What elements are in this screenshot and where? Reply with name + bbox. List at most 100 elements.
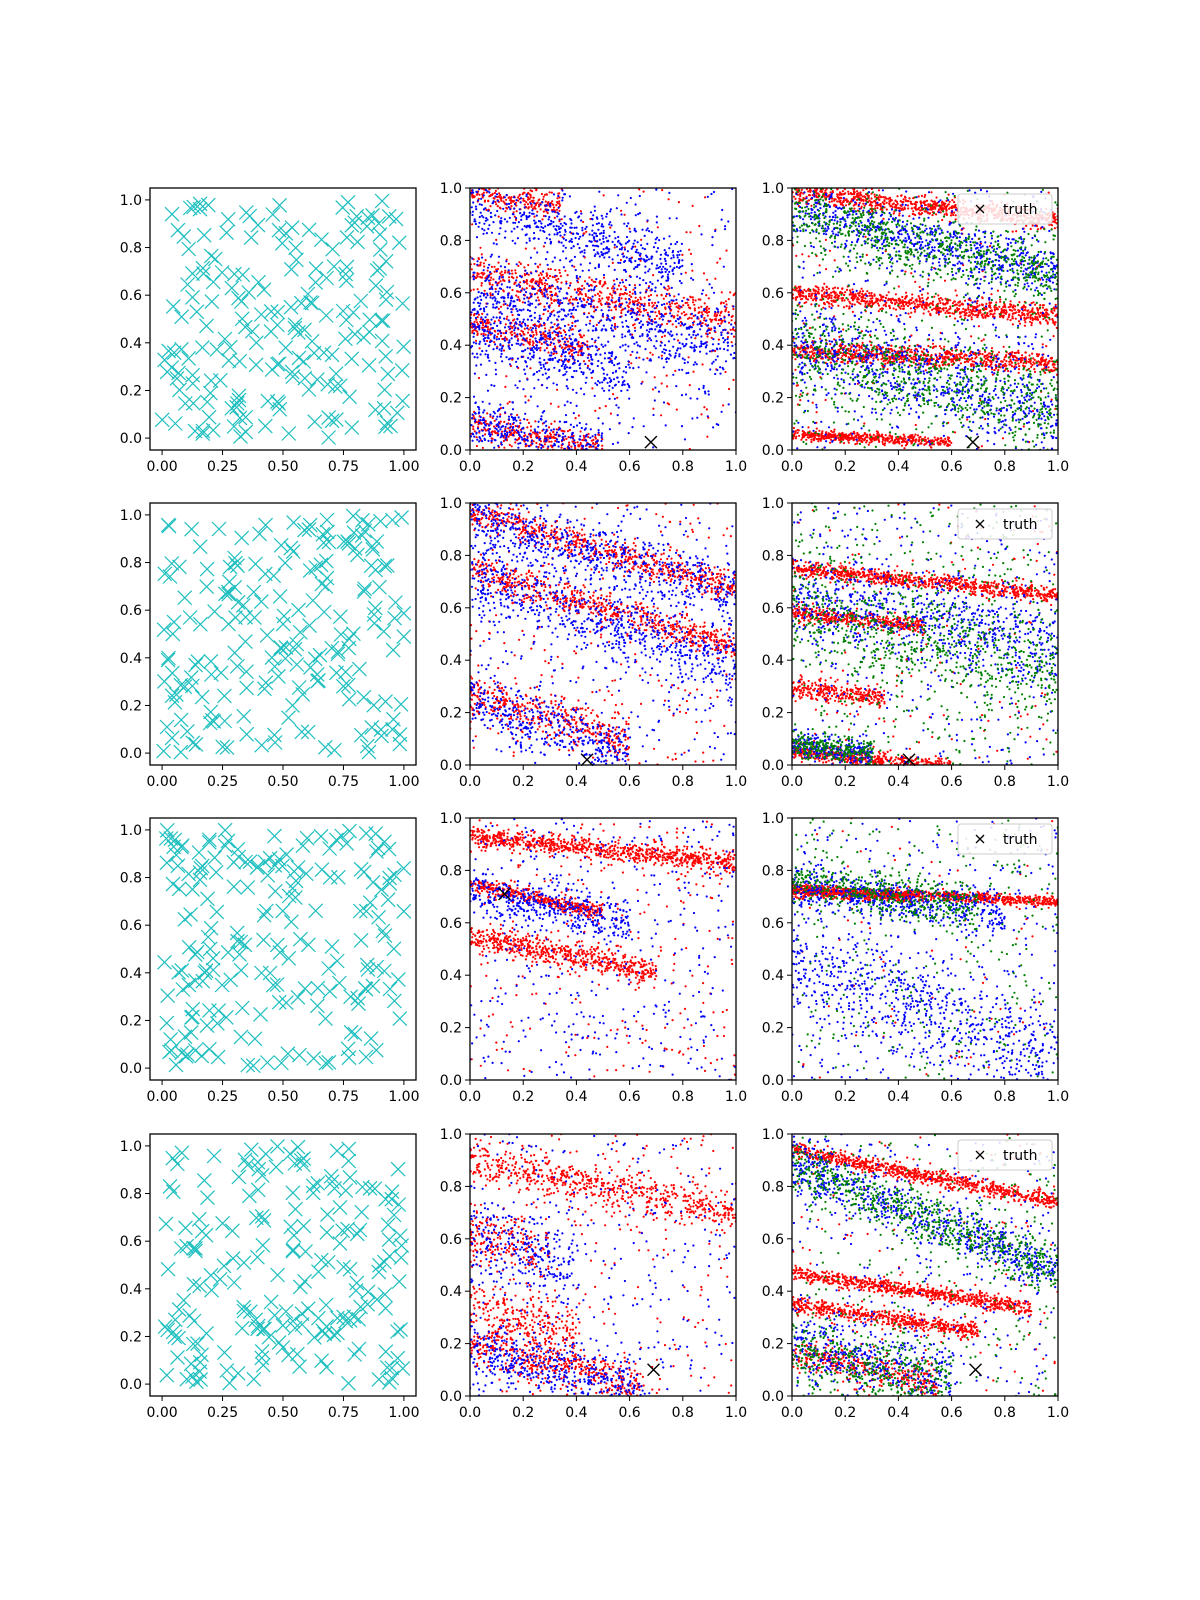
data-point xyxy=(975,355,978,359)
data-point xyxy=(573,265,576,268)
data-point xyxy=(661,350,664,353)
data-point xyxy=(496,409,499,412)
x-tick-label: 1.0 xyxy=(725,459,747,475)
data-point xyxy=(552,203,555,206)
data-point xyxy=(512,221,515,224)
data-point xyxy=(595,278,598,281)
data-point xyxy=(611,316,614,320)
data-point xyxy=(586,282,589,285)
data-point xyxy=(624,297,627,300)
data-point xyxy=(945,208,948,211)
data-point xyxy=(667,340,671,343)
data-point xyxy=(706,195,709,198)
data-point xyxy=(539,203,542,206)
data-point xyxy=(583,251,586,254)
data-point xyxy=(601,254,604,257)
data-point xyxy=(573,255,577,258)
data-point xyxy=(928,208,932,211)
data-point xyxy=(621,336,624,339)
data-point xyxy=(548,215,551,219)
data-point xyxy=(527,273,530,276)
data-point xyxy=(545,237,548,240)
data-point xyxy=(934,206,937,209)
data-point xyxy=(506,220,509,223)
data-point xyxy=(655,215,659,218)
data-point xyxy=(503,279,506,282)
data-point xyxy=(558,420,562,423)
data-point xyxy=(585,244,588,247)
data-point xyxy=(535,436,539,439)
data-point xyxy=(706,278,709,281)
data-point xyxy=(628,290,632,294)
data-point xyxy=(638,313,641,316)
data-point xyxy=(569,217,572,221)
data-point xyxy=(618,294,621,297)
data-point xyxy=(487,344,490,348)
data-point xyxy=(505,356,508,359)
data-point xyxy=(526,224,529,227)
data-point xyxy=(653,345,656,348)
data-point xyxy=(611,296,614,299)
data-point xyxy=(507,325,510,328)
data-point xyxy=(686,317,690,320)
data-point xyxy=(498,316,502,319)
data-point xyxy=(547,218,550,221)
data-point xyxy=(539,349,542,352)
data-point xyxy=(510,299,513,302)
data-point xyxy=(714,310,717,313)
data-point xyxy=(555,328,558,331)
data-point xyxy=(559,299,562,302)
data-point xyxy=(483,199,487,202)
data-point xyxy=(508,276,511,279)
data-point xyxy=(616,288,619,291)
data-point xyxy=(589,319,592,322)
data-point xyxy=(474,220,477,223)
data-point xyxy=(568,441,571,444)
data-point xyxy=(507,435,510,438)
data-point xyxy=(572,412,575,415)
data-point xyxy=(541,201,544,204)
data-point xyxy=(490,437,493,440)
data-point xyxy=(552,444,555,447)
data-point xyxy=(860,193,863,196)
cross-marker xyxy=(332,378,348,394)
data-point xyxy=(563,447,567,450)
cross-marker xyxy=(353,293,369,309)
cross-marker xyxy=(365,207,380,223)
data-point xyxy=(544,279,548,282)
data-point xyxy=(548,440,551,443)
data-point xyxy=(521,438,524,441)
data-point xyxy=(497,255,501,258)
x-tick-label: 0.00 xyxy=(147,459,178,475)
data-point xyxy=(478,411,481,414)
data-point xyxy=(632,336,635,340)
data-point xyxy=(601,387,604,390)
data-point xyxy=(523,203,526,206)
data-point xyxy=(645,282,648,285)
data-point xyxy=(515,429,518,432)
data-point xyxy=(732,335,736,338)
cross-marker xyxy=(192,201,208,217)
data-point xyxy=(731,344,734,347)
data-point xyxy=(617,235,620,239)
data-point xyxy=(703,308,706,312)
data-point xyxy=(601,217,604,220)
data-point xyxy=(692,370,695,373)
cross-marker xyxy=(187,423,203,439)
data-point xyxy=(700,305,703,308)
data-point xyxy=(529,358,532,361)
data-point xyxy=(565,280,568,283)
data-point xyxy=(628,366,631,369)
data-point xyxy=(512,418,515,421)
data-point xyxy=(650,288,653,291)
data-point xyxy=(540,279,543,282)
data-point xyxy=(883,199,886,202)
data-point xyxy=(557,341,560,344)
cross-marker xyxy=(338,273,354,289)
data-point xyxy=(628,227,631,230)
data-point xyxy=(690,317,693,320)
data-point xyxy=(925,199,929,202)
data-point xyxy=(546,224,550,227)
data-point xyxy=(497,307,500,310)
data-point xyxy=(702,386,705,390)
